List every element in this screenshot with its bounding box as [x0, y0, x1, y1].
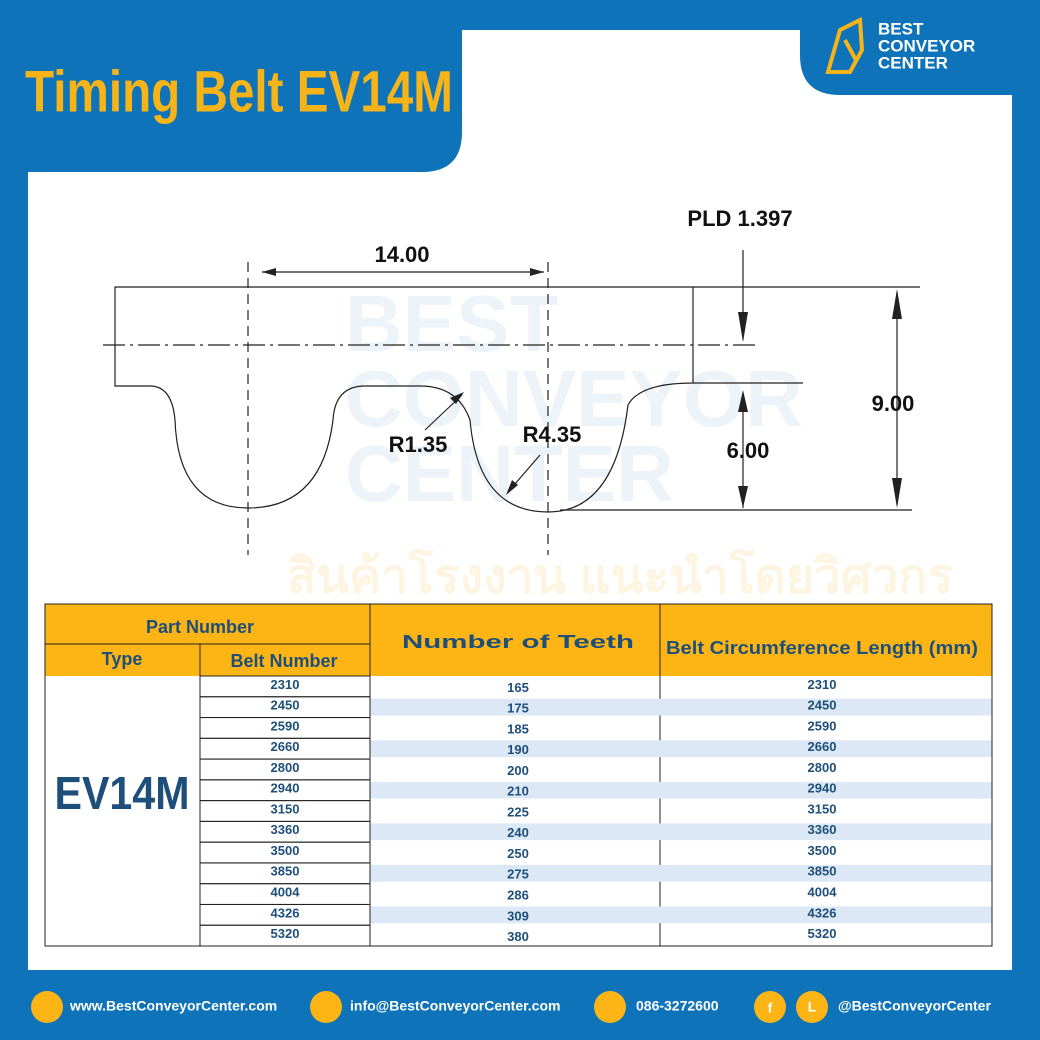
belt-profile [114, 286, 694, 513]
teeth-count: 240 [507, 825, 529, 840]
belt-number: 2800 [271, 760, 300, 775]
belt-length: 3150 [808, 801, 837, 816]
teeth-count: 165 [507, 680, 529, 695]
phone-icon [594, 991, 626, 1023]
header-cell: Type [102, 649, 143, 669]
watermark-text: CENTER [345, 429, 674, 518]
type-cell: EV14M [55, 767, 190, 819]
teeth-count: 190 [507, 742, 529, 757]
phone: 086-3272600 [636, 998, 719, 1014]
teeth-count: 380 [507, 929, 529, 944]
row-stripe [370, 823, 992, 841]
header-cell: Belt Number [230, 651, 337, 671]
belt-length: 2590 [808, 718, 837, 733]
web-icon [31, 991, 63, 1023]
row-stripe [370, 781, 992, 799]
mail-icon [310, 991, 342, 1023]
footer: www.BestConveyorCenter.com info@BestConv… [31, 991, 991, 1023]
card [28, 30, 1012, 970]
watermark: สินค้าโรงงาน แนะนำโดยวิศวกร BESTCONVEYOR… [287, 279, 954, 604]
header-cell: Number of Teeth [402, 632, 634, 652]
belt-number: 3360 [271, 822, 300, 837]
watermark-tagline: สินค้าโรงงาน แนะนำโดยวิศวกร [287, 548, 954, 604]
row-stripe [370, 906, 992, 924]
watermark-text: BEST [345, 279, 558, 368]
row-stripe [370, 864, 992, 882]
pld-label: PLD 1.397 [687, 206, 792, 231]
logo-text: BEST [878, 19, 924, 38]
arrowhead [450, 392, 464, 404]
belt-length: 3500 [808, 843, 837, 858]
watermark-text: CONVEYOR [345, 354, 803, 443]
belt-length: 3360 [808, 822, 837, 837]
belt-number: 4004 [271, 885, 301, 900]
row-stripe [370, 740, 992, 758]
teeth-count: 225 [507, 804, 529, 819]
belt-number: 3150 [271, 801, 300, 816]
tooth-height-label: 6.00 [727, 438, 770, 463]
facebook-icon [754, 991, 786, 1023]
spec-table: Part Number Type Belt Number Number of T… [44, 603, 993, 947]
logo-text: CENTER [878, 53, 948, 72]
line-letter: L [808, 999, 817, 1015]
height-label: 9.00 [872, 391, 915, 416]
teeth-count: 210 [507, 784, 529, 799]
logo-text: CONVEYOR [878, 36, 975, 55]
email: info@BestConveyorCenter.com [350, 998, 560, 1014]
title-tab [0, 0, 462, 172]
teeth-count: 275 [507, 867, 529, 882]
table-header [45, 604, 992, 676]
belt-length: 2660 [808, 739, 837, 754]
belt-number: 2660 [271, 739, 300, 754]
belt-length: 2450 [808, 698, 837, 713]
radius-label: R4.35 [523, 422, 582, 447]
belt-length: 2940 [808, 781, 837, 796]
title: Timing Belt EV14M [25, 59, 453, 124]
table-border [44, 603, 993, 947]
belt-number: 2450 [271, 698, 300, 713]
line-icon [796, 991, 828, 1023]
website: www.BestConveyorCenter.com [69, 998, 277, 1014]
teeth-count: 175 [507, 701, 529, 716]
row-stripe [370, 698, 992, 716]
belt-length: 4326 [808, 905, 837, 920]
arrowhead [738, 312, 748, 342]
logo-icon [825, 16, 865, 74]
teeth-count: 250 [507, 846, 529, 861]
belt-number: 2310 [271, 677, 300, 692]
belt-number: 4326 [271, 905, 300, 920]
social-handle: @BestConveyorCenter [838, 998, 991, 1014]
belt-length: 5320 [808, 926, 837, 941]
belt-length: 4004 [808, 885, 838, 900]
radius-label: R1.35 [389, 432, 448, 457]
belt-number: 5320 [271, 926, 300, 941]
header-cell: Belt Circumference Length (mm) [666, 638, 978, 658]
facebook-letter: f [768, 1000, 773, 1016]
belt-number: 2940 [271, 781, 300, 796]
pitch-label: 14.00 [374, 242, 429, 267]
teeth-count: 309 [507, 908, 529, 923]
header-cell: Part Number [146, 617, 254, 637]
belt-diagram: PLD 1.397 14.00 9.00 6.00 R1.35 R4.35 [103, 206, 920, 555]
belt-length: 2800 [808, 760, 837, 775]
teeth-count: 185 [507, 721, 529, 736]
belt-length: 2310 [808, 677, 837, 692]
belt-length: 3850 [808, 864, 837, 879]
belt-number: 3500 [271, 843, 300, 858]
belt-number: 3850 [271, 864, 300, 879]
teeth-count: 286 [507, 888, 529, 903]
belt-number: 2590 [271, 718, 300, 733]
teeth-count: 200 [507, 763, 529, 778]
arrowhead [506, 480, 518, 495]
